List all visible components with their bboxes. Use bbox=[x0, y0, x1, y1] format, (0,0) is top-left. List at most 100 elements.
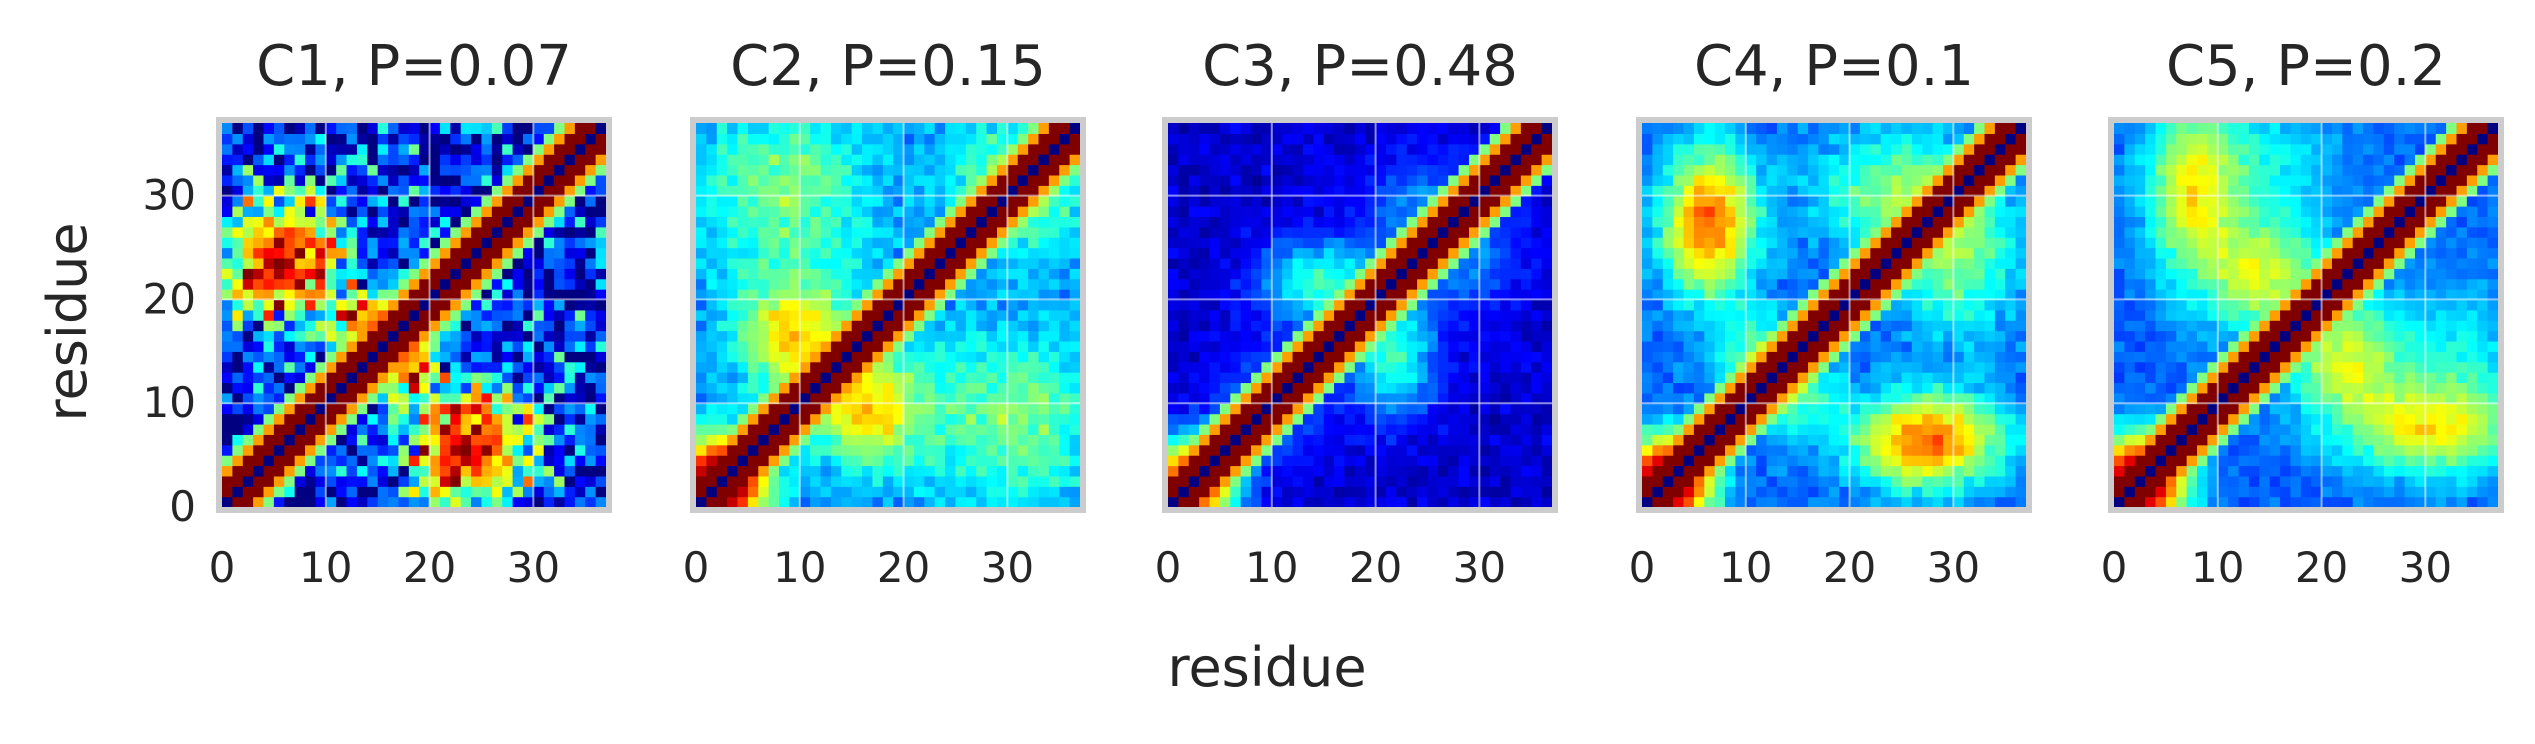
heatmap-cell bbox=[1787, 268, 1799, 280]
heatmap-cell bbox=[1048, 185, 1060, 197]
heatmap-cell bbox=[1354, 392, 1366, 404]
heatmap-cell bbox=[315, 475, 327, 487]
heatmap-cell bbox=[1520, 434, 1532, 446]
heatmap-cell bbox=[810, 299, 822, 311]
heatmap-cell bbox=[1984, 309, 1996, 321]
heatmap-cell bbox=[315, 382, 327, 394]
heatmap-cell bbox=[356, 185, 368, 197]
heatmap-cell bbox=[1642, 268, 1653, 280]
heatmap-cell bbox=[1375, 496, 1387, 508]
heatmap-cell bbox=[232, 206, 244, 218]
heatmap-cell bbox=[1489, 475, 1501, 487]
heatmap-cell bbox=[1048, 340, 1060, 352]
heatmap-cell bbox=[1240, 475, 1252, 487]
heatmap-cell bbox=[1766, 444, 1778, 456]
heatmap-cell bbox=[882, 278, 894, 290]
heatmap-cell bbox=[222, 403, 233, 415]
heatmap-cell bbox=[1942, 413, 1954, 425]
heatmap-cell bbox=[1766, 330, 1778, 342]
heatmap-cell bbox=[1880, 475, 1892, 487]
heatmap-cell bbox=[305, 455, 317, 467]
heatmap-cell bbox=[1468, 434, 1480, 446]
heatmap-cell bbox=[512, 465, 524, 477]
heatmap-cell bbox=[1489, 320, 1501, 332]
heatmap-cell bbox=[1942, 423, 1954, 435]
heatmap-cell bbox=[841, 486, 853, 498]
heatmap-cell bbox=[522, 226, 534, 238]
heatmap-cell bbox=[367, 143, 379, 155]
heatmap-cell bbox=[1828, 320, 1840, 332]
heatmap-cell bbox=[533, 257, 545, 269]
heatmap-cell bbox=[1683, 475, 1695, 487]
heatmap-cell bbox=[1230, 143, 1242, 155]
heatmap-cell bbox=[522, 299, 534, 311]
heatmap-cell bbox=[996, 423, 1008, 435]
heatmap-cell bbox=[1766, 434, 1778, 446]
heatmap-cell bbox=[242, 257, 254, 269]
heatmap-cell bbox=[356, 444, 368, 456]
heatmap-cell bbox=[1313, 340, 1325, 352]
heatmap-cell bbox=[986, 164, 998, 176]
heatmap-cell bbox=[325, 413, 337, 425]
heatmap-cell bbox=[439, 382, 451, 394]
heatmap-cell bbox=[1292, 309, 1304, 321]
heatmap-cell bbox=[2015, 361, 2027, 373]
heatmap-cell bbox=[460, 444, 472, 456]
heatmap-cell bbox=[429, 299, 441, 311]
heatmap-cell bbox=[1479, 413, 1491, 425]
heatmap-cell bbox=[976, 216, 988, 228]
heatmap-cell bbox=[1048, 486, 1060, 498]
heatmap-cell bbox=[1994, 309, 2006, 321]
heatmap-cell bbox=[1168, 423, 1179, 435]
heatmap-cell bbox=[1458, 455, 1470, 467]
heatmap-cell bbox=[273, 340, 285, 352]
heatmap-cell bbox=[512, 237, 524, 249]
heatmap-cell bbox=[1048, 133, 1060, 145]
heatmap-cell bbox=[533, 299, 545, 311]
heatmap-cell bbox=[1818, 330, 1830, 342]
heatmap-cell bbox=[1942, 309, 1954, 321]
heatmap-cell bbox=[273, 465, 285, 477]
heatmap-cell bbox=[242, 206, 254, 218]
heatmap-cell bbox=[1375, 475, 1387, 487]
heatmap-cell bbox=[1209, 154, 1221, 166]
heatmap-cell bbox=[758, 475, 770, 487]
heatmap-cell bbox=[1984, 278, 1996, 290]
heatmap-cell bbox=[1756, 475, 1768, 487]
heatmap-cell bbox=[1240, 164, 1252, 176]
heatmap-cell bbox=[1354, 237, 1366, 249]
heatmap-cell bbox=[779, 195, 791, 207]
heatmap-cell bbox=[1510, 320, 1522, 332]
heatmap-cell bbox=[419, 372, 431, 384]
heatmap-cell bbox=[1344, 423, 1356, 435]
heatmap-cell bbox=[1458, 309, 1470, 321]
heatmap-cell bbox=[294, 268, 306, 280]
heatmap-cell bbox=[471, 340, 483, 352]
heatmap-cell bbox=[1007, 434, 1019, 446]
heatmap-cell bbox=[273, 174, 285, 186]
heatmap-cell bbox=[543, 133, 555, 145]
heatmap-cell bbox=[768, 372, 780, 384]
heatmap-cell bbox=[450, 486, 462, 498]
heatmap-cell bbox=[1230, 216, 1242, 228]
heatmap-cell bbox=[727, 216, 739, 228]
heatmap-cell bbox=[1240, 340, 1252, 352]
heatmap-cell bbox=[976, 174, 988, 186]
heatmap-cell bbox=[2005, 361, 2017, 373]
heatmap-cell bbox=[481, 486, 493, 498]
heatmap-cell bbox=[1489, 164, 1501, 176]
heatmap-cell bbox=[585, 496, 597, 508]
heatmap-cell bbox=[1240, 444, 1252, 456]
heatmap-cell bbox=[1942, 455, 1954, 467]
heatmap-cell bbox=[1953, 486, 1965, 498]
heatmap-cell bbox=[388, 423, 400, 435]
heatmap-cell bbox=[1017, 257, 1029, 269]
heatmap-cell bbox=[851, 372, 863, 384]
heatmap-cell bbox=[820, 154, 832, 166]
heatmap-cell bbox=[554, 299, 566, 311]
heatmap-cell bbox=[841, 340, 853, 352]
heatmap-cell bbox=[1188, 455, 1200, 467]
heatmap-cell bbox=[1437, 351, 1449, 363]
heatmap-cell bbox=[779, 320, 791, 332]
heatmap-cell bbox=[1818, 309, 1830, 321]
